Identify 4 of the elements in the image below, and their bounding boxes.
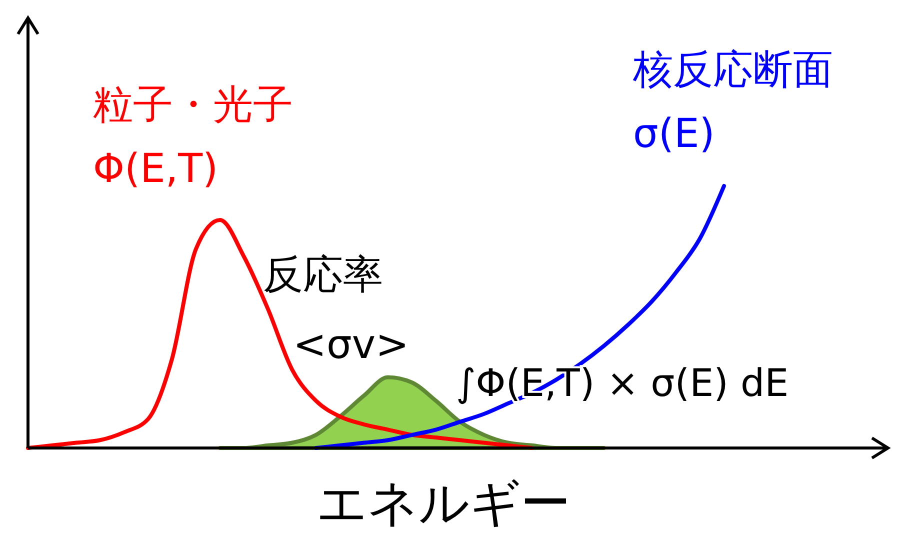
series-label: 反応率 <σv> [263, 252, 410, 368]
x-axis-title: エネルギー [316, 474, 570, 532]
text: 核反応断面 σ(E) [632, 47, 833, 157]
series-label: 粒子・光子 Φ(E,T) [93, 82, 293, 192]
